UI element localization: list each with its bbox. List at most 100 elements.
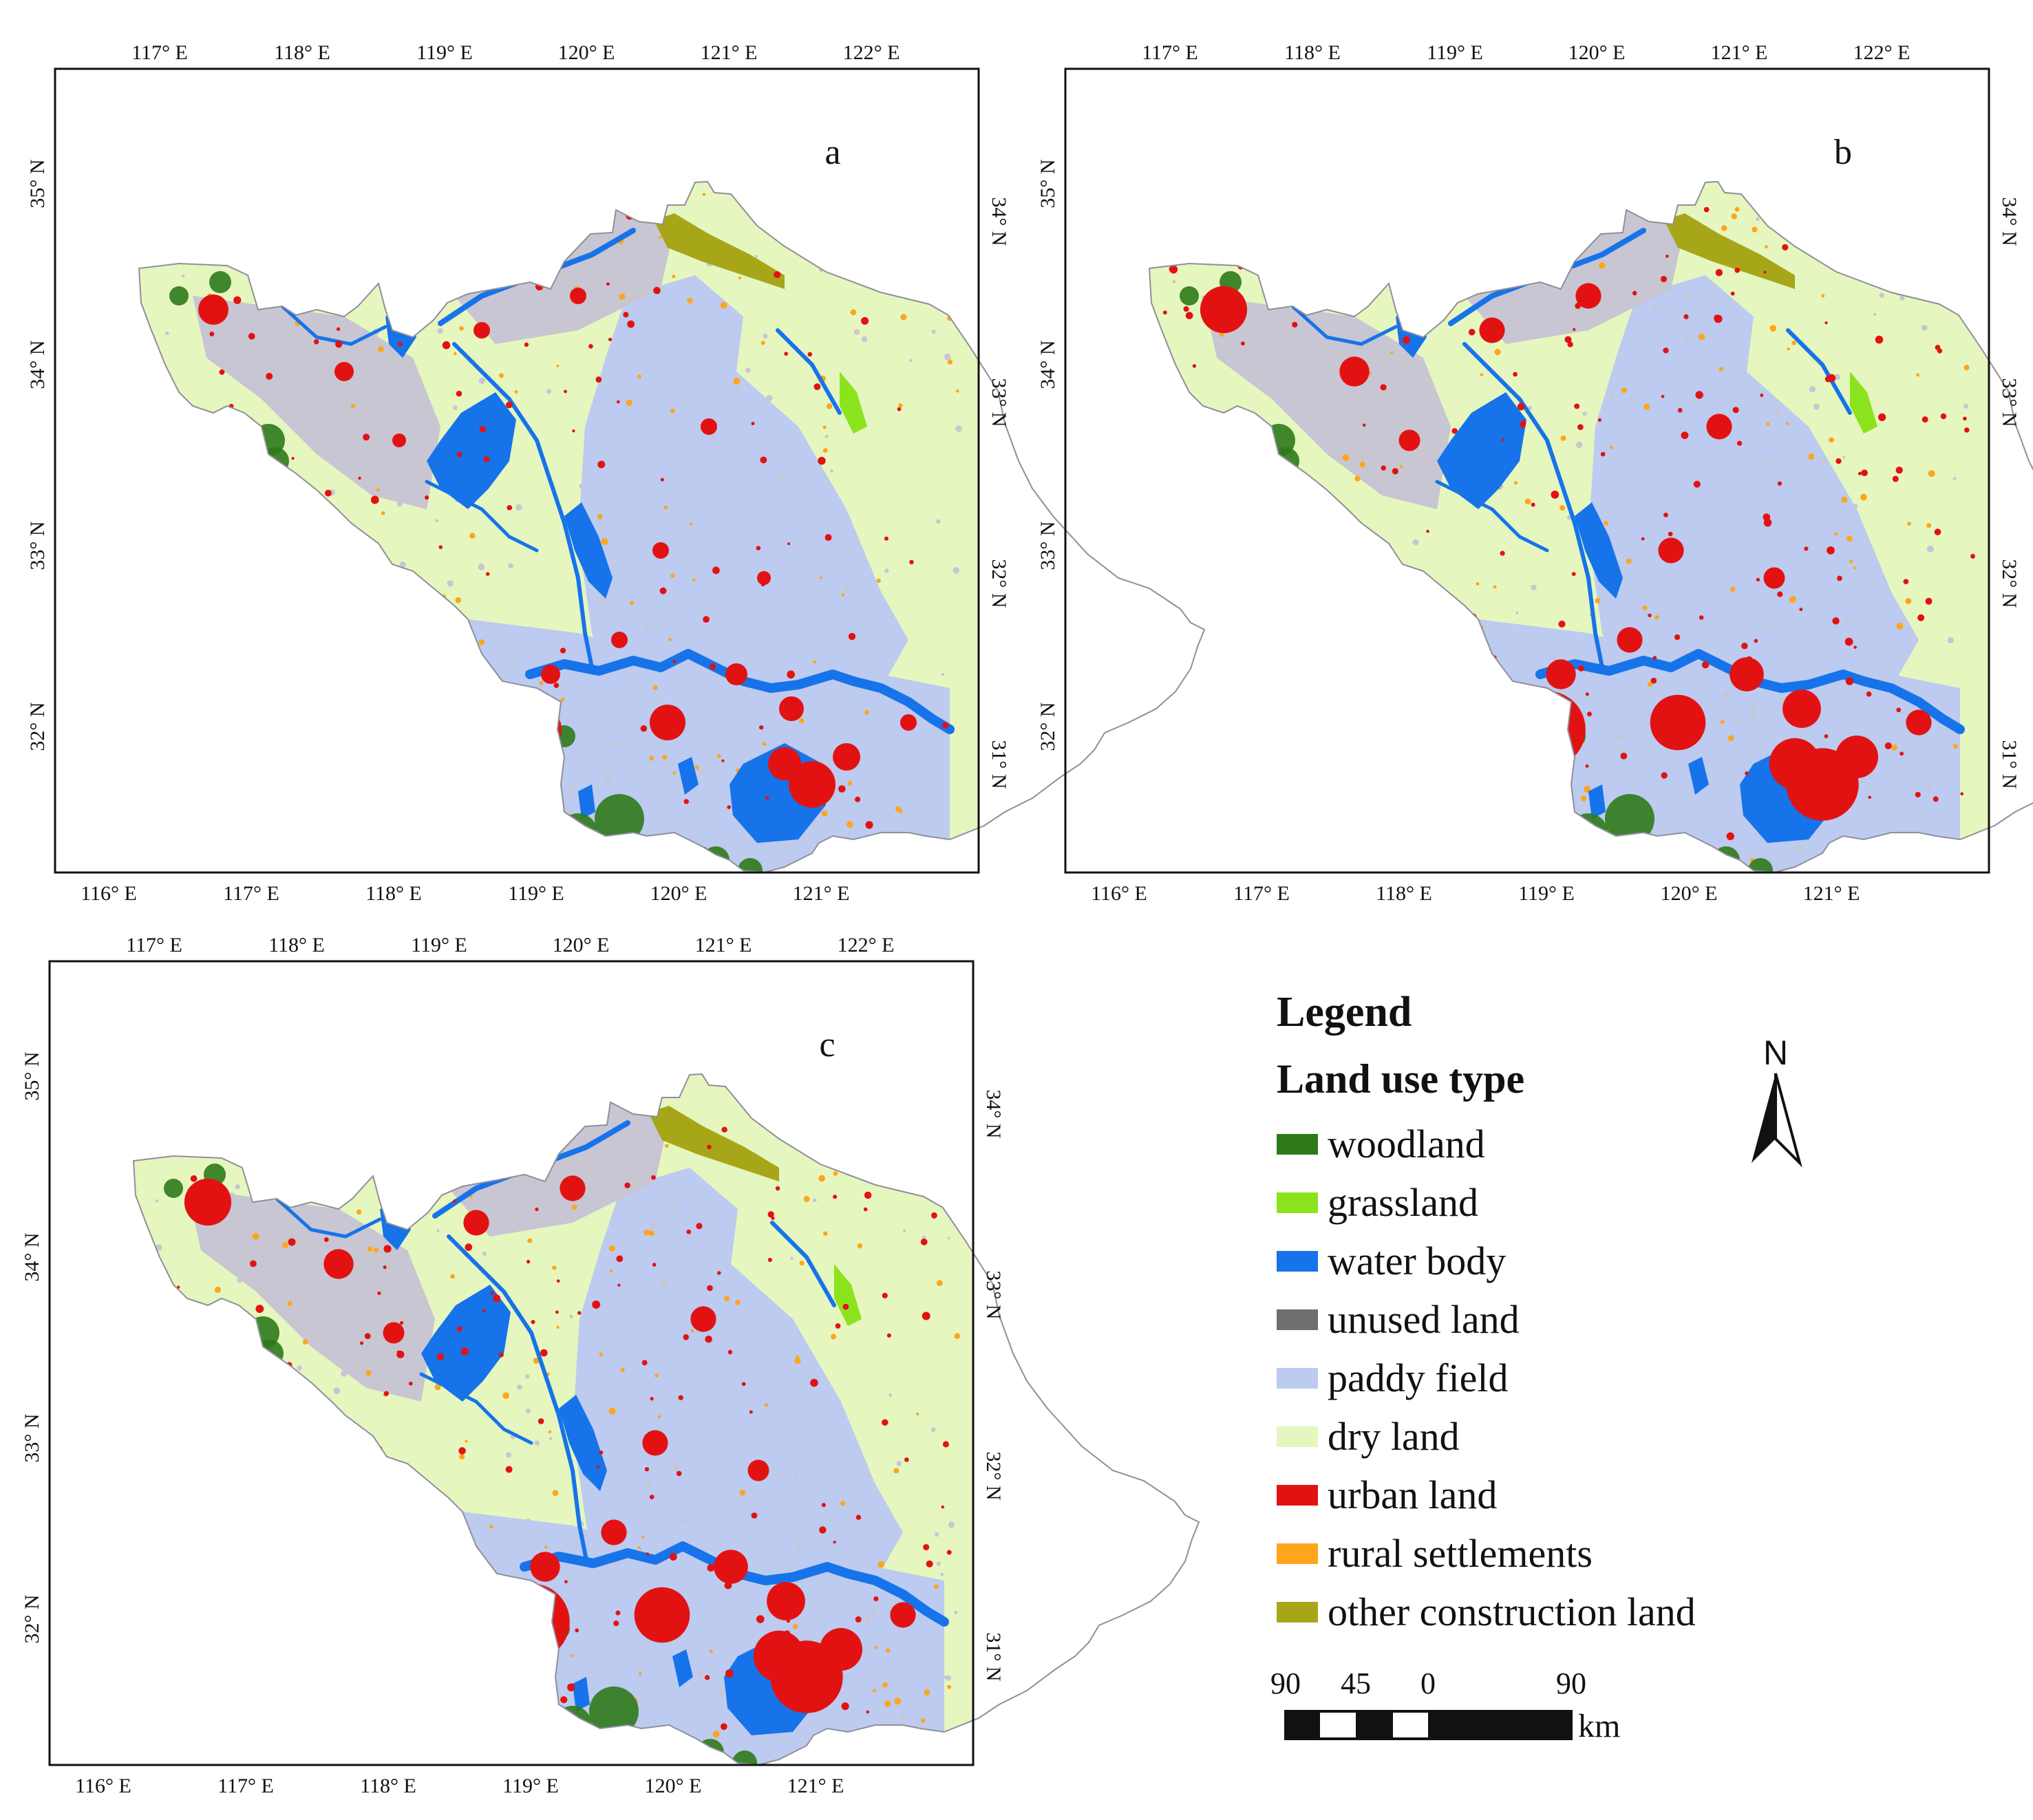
urban-dot (904, 1457, 909, 1462)
urban-patch (334, 362, 354, 381)
urban-dot (760, 581, 765, 587)
rural-patch (416, 1671, 420, 1676)
rural-patch (1560, 435, 1566, 441)
urban-dot (1328, 608, 1336, 616)
rural-patch (1522, 229, 1530, 236)
urban-dot (150, 500, 158, 508)
lat-label-left: 32° N (26, 702, 49, 751)
scale-tick: 90 (1556, 1667, 1586, 1700)
urban-dot (835, 1323, 841, 1329)
urban-dot (408, 1381, 413, 1386)
legend-label: dry land (1328, 1413, 1460, 1459)
urban-patch (779, 696, 804, 721)
urban-dot (353, 1743, 359, 1750)
urban-dot (1853, 645, 1857, 649)
rural-patch (607, 849, 614, 857)
rural-patch (619, 293, 626, 300)
map-panel-b: 117° E 118° E 119° E 120° E 121° E 122° E 116°… (1036, 41, 2033, 905)
rural-patch (1842, 456, 1846, 459)
urban-dot (1558, 620, 1566, 628)
urban-dot (720, 1723, 727, 1731)
rural-patch (546, 744, 552, 750)
rural-patch (150, 1283, 156, 1287)
urban-dot (255, 1305, 264, 1314)
urban-dot (383, 1265, 387, 1270)
rural-patch (282, 1241, 288, 1248)
legend-label: other construction land (1328, 1589, 1696, 1634)
rural-patch (1683, 336, 1689, 342)
rural-patch (396, 500, 403, 507)
urban-dot (1176, 459, 1181, 464)
rural-patch (745, 367, 751, 373)
rural-patch (637, 374, 642, 379)
rural-patch (1372, 344, 1376, 348)
urban-dot (498, 1352, 504, 1358)
urban-dot (1279, 771, 1284, 775)
urban-dot (1726, 832, 1734, 841)
urban-dot (1964, 427, 1970, 433)
urban-dot (749, 1410, 753, 1414)
woodland-patch (553, 1706, 592, 1744)
urban-dot (1730, 291, 1735, 296)
rural-patch (1156, 326, 1160, 331)
rural-patch (177, 1367, 181, 1370)
rural-patch (847, 780, 853, 786)
lon-label-bottom: 116° E (75, 1775, 131, 1797)
urban-dot (1587, 711, 1592, 717)
urban-dot (493, 1294, 501, 1303)
urban-dot (676, 1470, 682, 1477)
rural-patch (498, 373, 504, 378)
gucheng-lake (1588, 784, 1606, 819)
urban-dot (704, 1675, 710, 1680)
urban-dot (895, 1131, 898, 1134)
rural-patch (885, 1648, 891, 1653)
lon-label-bottom: 120° E (650, 882, 707, 905)
rural-patch (1235, 834, 1242, 841)
rural-patch (1281, 761, 1284, 764)
urban-dot (765, 1659, 769, 1664)
rural-patch (666, 1318, 672, 1323)
rural-patch (813, 660, 817, 664)
rural-patch (1723, 691, 1729, 698)
urban-dot (608, 337, 613, 341)
urban-patch (1339, 356, 1370, 387)
urban-dot (842, 1303, 849, 1310)
urban-dot (1693, 480, 1701, 488)
urban-dot (855, 796, 861, 802)
rural-patch (579, 191, 584, 196)
urban-dot (1861, 469, 1868, 476)
gaoyou-lake (564, 502, 613, 599)
woodland-patch (1180, 286, 1199, 306)
rural-patch (451, 1158, 459, 1165)
map-frame (54, 67, 980, 874)
urban-dot (1531, 502, 1535, 507)
urban-dot (485, 572, 490, 576)
rural-patch (1332, 384, 1336, 388)
urban-dot (458, 1603, 465, 1609)
urban-dot (597, 460, 606, 469)
legend-item-unused-land: unused land (1277, 1290, 1827, 1349)
urban-dot (222, 1742, 226, 1746)
rural-patch (551, 215, 557, 221)
rural-patch (669, 1204, 676, 1210)
rural-patch (600, 528, 604, 533)
rural-patch (803, 1196, 810, 1202)
rural-patch (235, 1386, 241, 1391)
rural-patch (954, 1610, 958, 1614)
rural-patch (760, 341, 765, 345)
rural-patch (1844, 618, 1850, 624)
rural-patch (1963, 403, 1969, 409)
rural-patch (939, 189, 946, 197)
gehu-lake (1688, 757, 1709, 795)
urban-dot (1551, 490, 1560, 499)
urban-dot (724, 1581, 732, 1589)
urban-dot (526, 1720, 534, 1728)
lat-label-left: 34° N (26, 340, 49, 389)
urban-dot (1661, 772, 1668, 779)
rural-patch (1214, 634, 1222, 641)
urban-dot (1884, 742, 1892, 749)
urban-dot (767, 1257, 772, 1263)
rural-patch (1208, 681, 1211, 685)
rural-patch (1853, 566, 1856, 570)
urban-dot (1777, 591, 1783, 597)
